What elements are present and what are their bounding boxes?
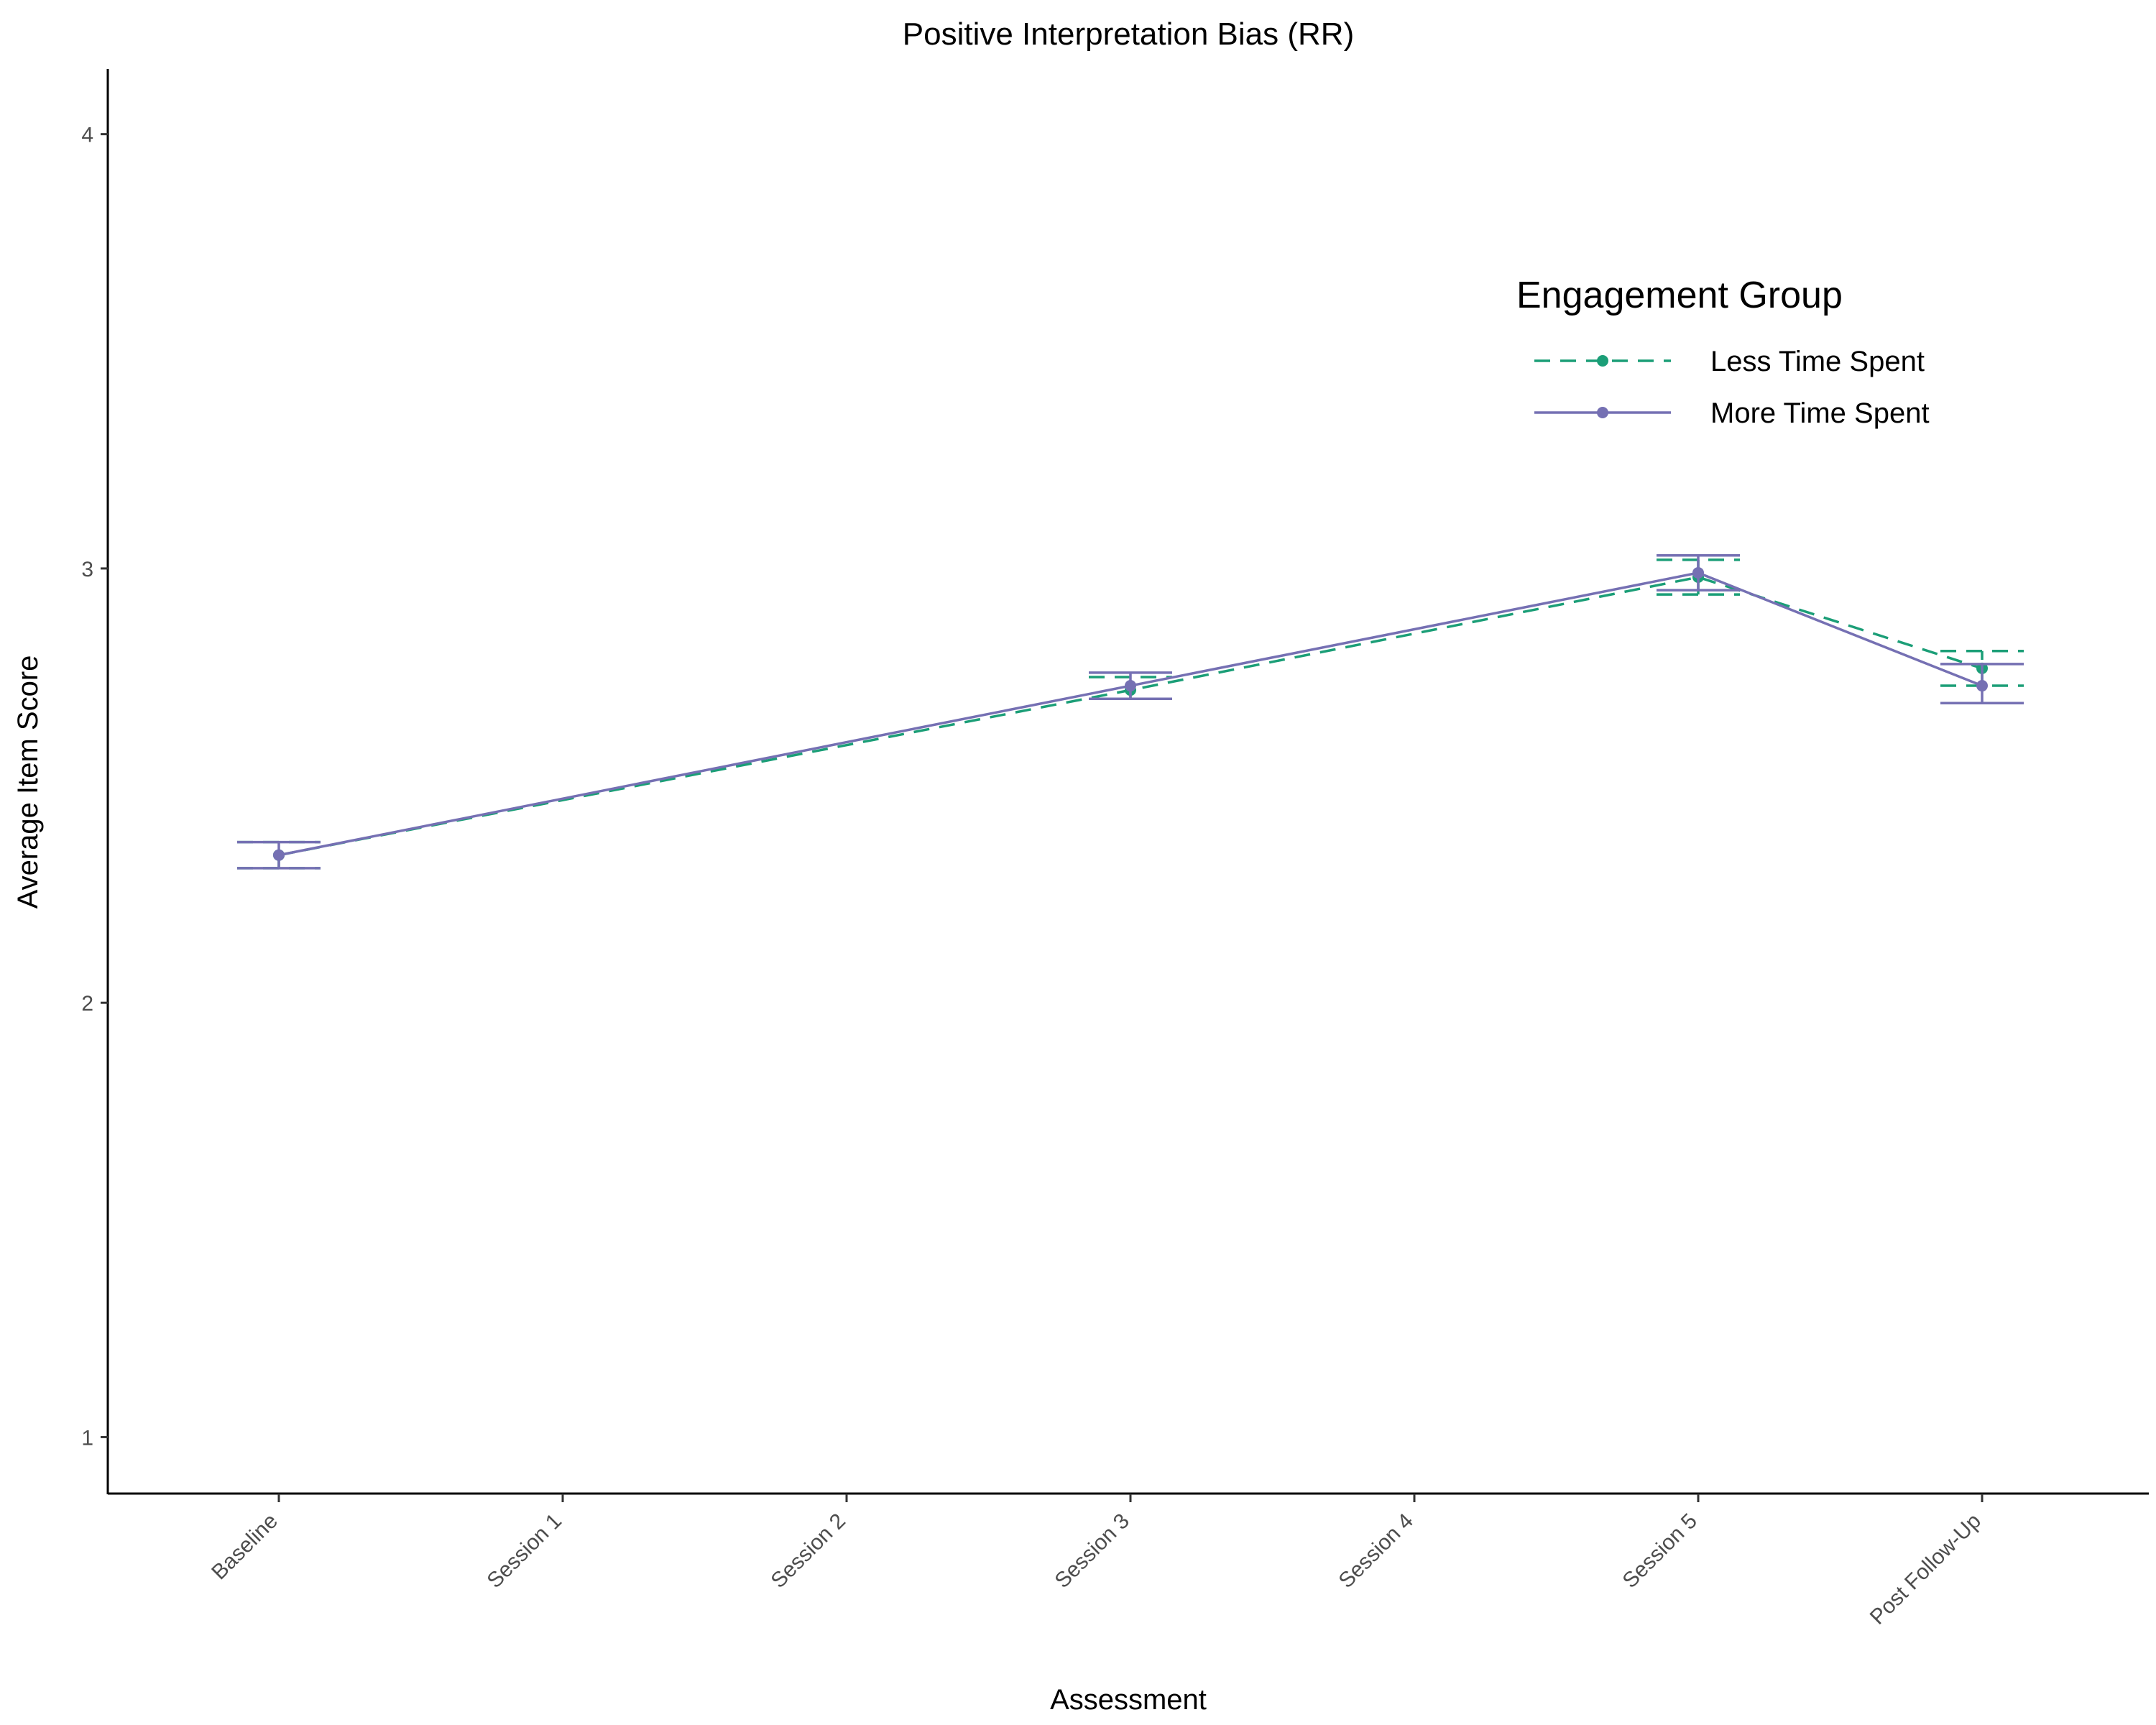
x-tick-label: Post Follow-Up — [1866, 1509, 1986, 1629]
series-line — [278, 571, 1983, 857]
y-tick-label: 4 — [81, 124, 93, 147]
x-tick-label: Session 5 — [1618, 1509, 1701, 1593]
x-ticks: Baseline Session 1 Session 2 Session 3 Sessi… — [207, 1494, 1986, 1629]
data-point — [273, 849, 285, 861]
plot-area — [237, 554, 2024, 870]
legend-label: Less Time Spent — [1710, 346, 1925, 377]
legend-marker — [1597, 355, 1608, 367]
legend-marker — [1597, 407, 1608, 418]
series-0 — [237, 558, 2024, 870]
x-axis-title: Assessment — [1050, 1684, 1207, 1716]
legend: Engagement Group Less Time Spent More Tim… — [1516, 275, 1930, 429]
series-1 — [237, 554, 2024, 870]
x-tick-label: Session 4 — [1334, 1509, 1417, 1593]
x-tick-label: Session 1 — [482, 1509, 566, 1593]
chart-title: Positive Interpretation Bias (RR) — [903, 17, 1354, 52]
data-point — [1125, 680, 1136, 692]
legend-label: More Time Spent — [1710, 397, 1930, 429]
y-tick-label: 3 — [81, 558, 93, 581]
x-tick-label: Session 3 — [1050, 1509, 1133, 1593]
y-axis-title: Average Item Score — [12, 656, 44, 909]
y-tick-label: 2 — [81, 992, 93, 1016]
y-ticks: 1 2 3 4 — [81, 124, 108, 1450]
legend-title: Engagement Group — [1516, 275, 1843, 316]
data-point — [1976, 680, 1988, 692]
data-point — [1692, 566, 1704, 579]
series-line — [278, 576, 1983, 857]
x-tick-label: Session 2 — [766, 1509, 849, 1593]
y-tick-label: 1 — [81, 1426, 93, 1450]
legend-item: Less Time Spent — [1534, 346, 1925, 377]
legend-item: More Time Spent — [1534, 397, 1930, 429]
x-tick-label: Baseline — [207, 1509, 282, 1585]
